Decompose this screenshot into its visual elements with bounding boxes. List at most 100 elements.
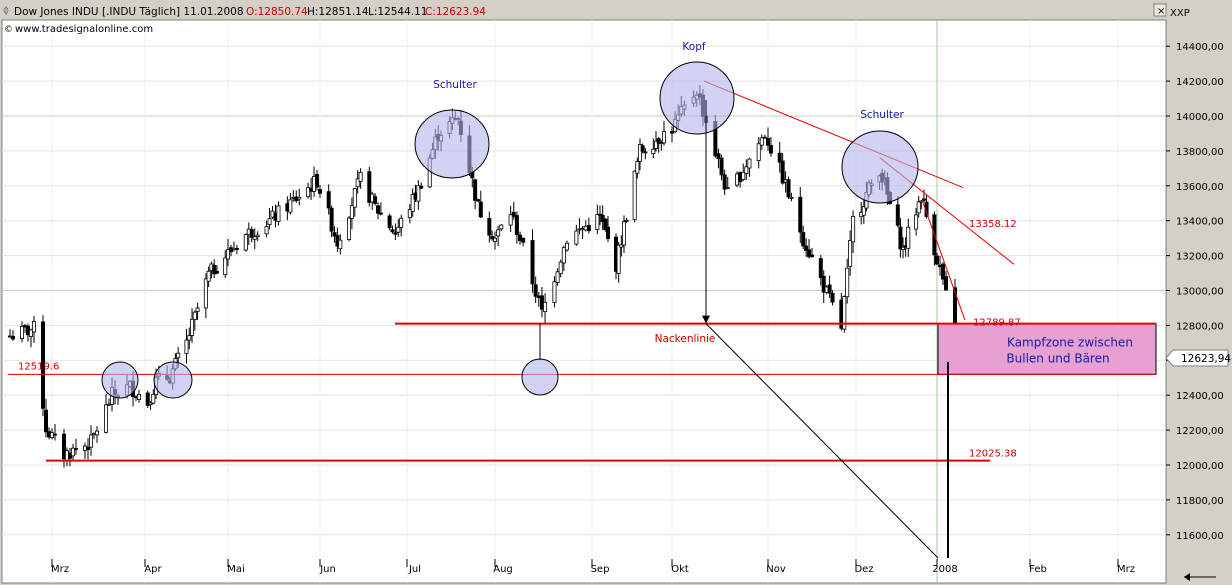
x-tick-label: Apr — [144, 564, 162, 575]
candle-body — [561, 247, 566, 264]
neckline-label: Nackenlinie — [655, 333, 716, 345]
candle-body — [326, 191, 331, 209]
candle-body — [86, 446, 91, 450]
ohlc-close: C:12623.94 — [425, 6, 486, 18]
y-tick-label: 12000,00 — [1176, 461, 1224, 472]
candle-body — [777, 152, 782, 163]
candle-body — [473, 179, 478, 201]
candle-body — [801, 232, 806, 247]
candle-body — [32, 321, 37, 333]
copyright-icon: © — [4, 25, 13, 35]
candle-body — [399, 217, 404, 228]
candle-body — [598, 213, 603, 216]
candle-body — [552, 281, 557, 303]
candle-body — [632, 170, 637, 220]
y-tick-label: 12800,00 — [1176, 321, 1224, 332]
symbol-line: Dow Jones INDU [.INDU Täglich] 11.01.200… — [14, 6, 244, 18]
candle-body — [212, 265, 217, 275]
candle-body — [861, 206, 866, 216]
candle-body — [914, 214, 919, 230]
candle-body — [475, 199, 480, 202]
candle-body — [606, 226, 611, 240]
candle-body — [346, 217, 351, 240]
last-price-label: 12623,94 — [1181, 353, 1231, 365]
candle-body — [741, 171, 746, 180]
candle-body — [818, 258, 823, 278]
candle-body — [848, 240, 853, 267]
x-tick-label: Sep — [591, 564, 610, 575]
x-tick-label: Jul — [408, 564, 421, 575]
candle-body — [276, 205, 281, 222]
left-shoulder-label: Schulter — [433, 79, 477, 91]
candle-body — [332, 232, 337, 237]
y-tick-label: 13000,00 — [1176, 287, 1224, 298]
candle-body — [28, 329, 33, 337]
candle-body — [492, 237, 497, 242]
x-tick-label: Okt — [671, 564, 689, 575]
scroll-arrow-button[interactable] — [1184, 573, 1216, 581]
zone-label: Bullen und Bären — [1006, 352, 1109, 366]
candle-body — [622, 221, 627, 246]
candle-body — [624, 219, 629, 222]
axis-caption: XXP — [1170, 8, 1190, 19]
candle-body — [252, 236, 257, 240]
candle-body — [895, 204, 900, 226]
head-circle — [659, 61, 735, 135]
arrow-left-icon — [1184, 573, 1190, 581]
y-tick-label: 14400,00 — [1176, 42, 1224, 53]
candle-body — [338, 239, 343, 250]
candle-body — [249, 229, 254, 238]
candle-body — [600, 214, 605, 222]
candle-body — [187, 335, 192, 341]
candle-body — [367, 171, 372, 203]
candle-body — [759, 137, 764, 146]
target-projection-line — [705, 323, 939, 559]
x-tick-label: Aug — [493, 564, 513, 575]
right-shoulder-circle — [841, 130, 919, 204]
candle-body — [830, 292, 835, 303]
candle-body — [539, 295, 544, 310]
candle-body — [95, 430, 100, 436]
candle-body — [373, 196, 378, 204]
candle-body — [577, 228, 582, 231]
candle-body — [136, 394, 141, 400]
x-tick-label: Jun — [319, 564, 336, 575]
candle-body — [203, 278, 208, 309]
candle-body — [595, 214, 600, 230]
candle-body — [71, 447, 76, 457]
candle-body — [496, 229, 501, 237]
candle-body — [355, 178, 360, 188]
candle-body — [223, 257, 228, 276]
candle-body — [845, 267, 850, 298]
symbol-icon: ᛰ — [3, 6, 9, 17]
close-icon: × — [1157, 6, 1165, 17]
close-button[interactable]: × — [1153, 3, 1167, 17]
candle-body — [521, 237, 526, 243]
candle-body — [722, 174, 727, 190]
candle-body — [616, 244, 621, 274]
candle-body — [651, 148, 656, 154]
trend-line — [921, 199, 966, 321]
level-label: 12789.87 — [973, 318, 1021, 329]
candle-body — [580, 227, 585, 230]
candle-body — [487, 217, 492, 236]
x-tick-label: Dez — [854, 564, 873, 575]
candle-body — [393, 232, 398, 235]
source-label: www.tradesignalonline.com — [15, 24, 153, 35]
candle-body — [810, 254, 815, 258]
candle-body — [349, 205, 354, 219]
candle-body — [941, 263, 946, 280]
arrow-down-icon — [702, 315, 710, 324]
candle-body — [921, 198, 926, 201]
head-label: Kopf — [682, 41, 705, 53]
candle-body — [558, 261, 563, 275]
candle-body — [944, 276, 949, 291]
candle-body — [842, 296, 847, 330]
y-tick-label: 13600,00 — [1176, 182, 1224, 193]
candle-body — [762, 136, 767, 139]
level-label: 13358.12 — [969, 219, 1017, 230]
candle-body — [225, 249, 230, 260]
grid — [2, 20, 1166, 583]
y-tick-label: 12400,00 — [1176, 391, 1224, 402]
